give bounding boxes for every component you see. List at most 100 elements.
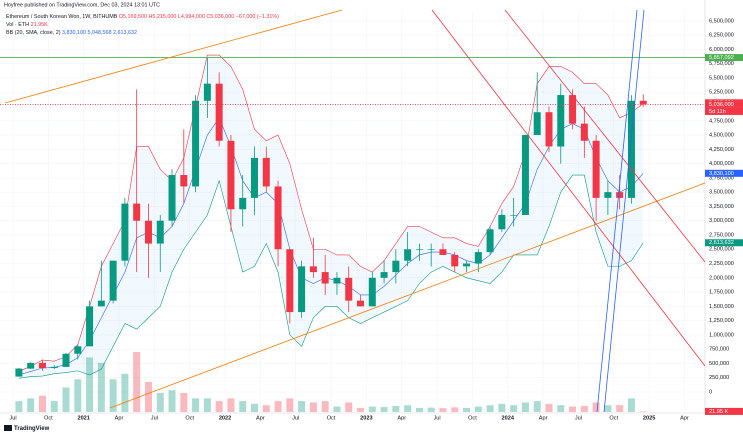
volume-bar <box>463 407 471 412</box>
x-tick-label: 2022 <box>219 415 231 421</box>
candle-body <box>498 214 506 230</box>
candle-body <box>357 300 365 307</box>
volume-bar <box>486 405 494 412</box>
volume-value: 21.95K <box>31 22 48 28</box>
x-tick-label: Oct <box>327 415 336 421</box>
y-tick-label: 3,000,000 <box>709 218 734 224</box>
volume-bar <box>15 401 23 412</box>
candle-body <box>368 277 376 307</box>
volume-bar <box>439 408 447 412</box>
candle-body <box>427 249 435 250</box>
price-label: 5,036,000 <box>709 102 734 108</box>
candle-body <box>239 197 247 210</box>
candle-body <box>415 249 423 250</box>
volume-bar <box>380 407 388 412</box>
candle-body <box>250 157 258 198</box>
candle-body <box>227 140 235 210</box>
candle-body <box>604 192 612 198</box>
candle-body <box>557 95 565 147</box>
candle-body <box>192 100 200 187</box>
volume-label-box <box>705 407 743 415</box>
volume-bar <box>121 373 129 412</box>
volume-bar <box>180 392 188 412</box>
candle-body <box>109 260 117 301</box>
bb-line <box>18 174 644 379</box>
x-tick-label: 2023 <box>360 415 372 421</box>
candle-body <box>392 260 400 273</box>
volume-bar <box>133 352 141 412</box>
countdown-box <box>705 107 743 115</box>
volume-bar <box>592 402 600 412</box>
price-label-box <box>705 239 743 247</box>
bb-line <box>18 117 644 376</box>
trend-line <box>109 182 706 409</box>
symbol-name: Ethereum / South Korean Won, 1W, BITHUMB <box>6 14 118 20</box>
price-label-box <box>705 100 743 108</box>
x-tick-label: Apr <box>115 415 124 421</box>
x-tick-label: Apr <box>397 415 406 421</box>
volume-bar <box>392 406 400 412</box>
y-tick-label: 6,500,000 <box>709 18 734 24</box>
y-tick-label: 6,250,000 <box>709 33 734 39</box>
x-tick-label: Apr <box>256 415 265 421</box>
volume-label: 21.95 K <box>709 409 729 415</box>
x-tick-label: Apr <box>539 415 548 421</box>
drawings <box>4 9 706 413</box>
candle-body <box>521 135 529 215</box>
candle-body <box>97 300 105 307</box>
volume-bar <box>38 395 46 412</box>
volume-bar <box>168 390 176 412</box>
volume-bar <box>298 401 306 412</box>
candle-body <box>121 203 129 261</box>
trend-line <box>431 9 706 367</box>
candle-body <box>333 277 341 284</box>
x-tick-label: Jul <box>151 415 158 421</box>
trend-line <box>596 9 638 413</box>
volume-bar <box>333 406 341 412</box>
x-tick-label: Oct <box>609 415 618 421</box>
candle-body <box>463 263 471 267</box>
volume-bar <box>498 403 506 412</box>
volume-legend: Vol · ETH 21.95K <box>6 22 48 28</box>
volume-bar <box>27 398 35 412</box>
x-tick-label: Apr <box>680 415 689 421</box>
volume-bar <box>451 407 459 412</box>
volume-bar <box>557 405 565 412</box>
y-tick-label: 4,500,000 <box>709 133 734 139</box>
volume-bar <box>357 407 365 412</box>
y-tick-label: 250,000 <box>709 375 729 381</box>
logo-icon <box>4 425 12 431</box>
candle-body <box>451 254 459 267</box>
candle-body <box>274 186 282 250</box>
candle-body <box>180 175 188 187</box>
x-tick-label: 2021 <box>77 415 89 421</box>
y-tick-label: 6,000,000 <box>709 47 734 53</box>
volume-bar <box>274 401 282 412</box>
volume-bar <box>86 357 94 412</box>
volume-bar <box>368 406 376 412</box>
volume-bar <box>250 403 258 412</box>
price-label: 5,857,092 <box>709 55 734 61</box>
x-tick-label: Oct <box>44 415 53 421</box>
candle-body <box>533 112 541 136</box>
volume-bar <box>404 405 412 412</box>
y-tick-label: 1,500,000 <box>709 304 734 310</box>
x-tick-label: 2024 <box>502 415 515 421</box>
volume-bar <box>192 398 200 412</box>
candle-body <box>545 112 553 147</box>
y-tick-label: 2,750,000 <box>709 232 734 238</box>
volume-bar <box>533 401 541 412</box>
candle-body <box>309 266 317 273</box>
candle-body <box>592 140 600 198</box>
trend-line <box>603 9 645 413</box>
y-tick-label: 1,750,000 <box>709 290 734 296</box>
x-tick-label: Jul <box>434 415 441 421</box>
volume-bar <box>286 398 294 412</box>
volume-bar <box>604 405 612 412</box>
logo: TradingView <box>14 426 50 432</box>
volume-bar <box>97 362 105 412</box>
countdown: 5d 11h <box>709 109 726 115</box>
volume-bar <box>639 411 647 412</box>
ohlc: O5,169,500 H5,215,000 L4,994,000 C5,036,… <box>119 14 279 20</box>
